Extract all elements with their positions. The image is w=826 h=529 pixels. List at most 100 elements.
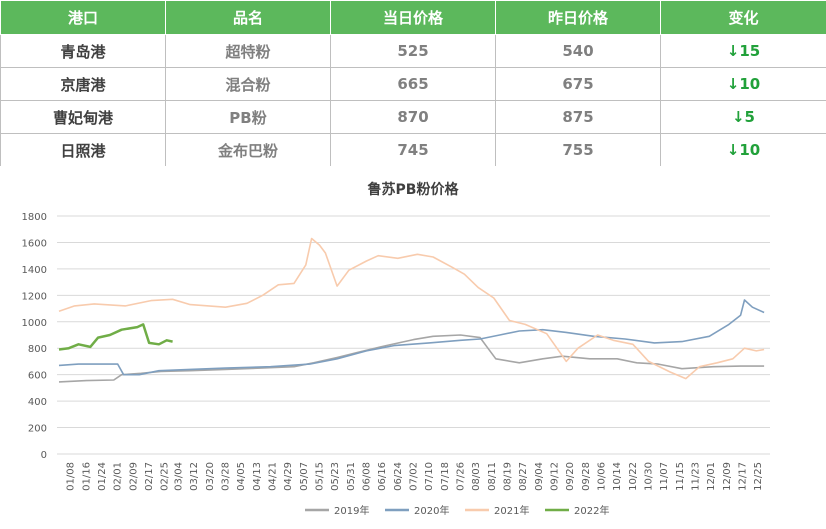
y-tick-label: 1800 [22,212,47,223]
product-cell: 金布巴粉 [165,133,331,167]
legend-label: 2020年 [414,504,449,517]
y-tick-label: 600 [28,371,47,382]
x-tick-label: 01/08 [66,462,77,491]
series-line-3 [58,237,765,380]
yesterday-price-cell: 540 [495,34,661,68]
x-tick-label: 02/09 [128,462,139,491]
port-cell: 京唐港 [0,67,166,101]
x-tick-label: 02/25 [160,462,171,491]
x-tick-label: 04/05 [236,462,247,491]
price-table: 港口 品名 当日价格 昨日价格 变化 青岛港 超特粉 525 540 ↓15 京… [0,0,826,167]
table-row: 京唐港 混合粉 665 675 ↓10 [0,67,826,101]
y-tick-label: 1200 [22,291,47,302]
change-cell: ↓5 [660,100,826,134]
x-tick-label: 08/11 [487,462,498,491]
y-tick-label: 1400 [22,265,47,276]
x-tick-labels: 01/08 01/16 01/24 02/01 02/09 02/17 02/25 03/04… [66,462,765,491]
legend-label: 2019年 [334,504,369,517]
x-tick-label: 03/04 [173,462,184,491]
price-chart: 鲁苏PB粉价格 0 200 400 600 800 1000 1200 1400 1600 180… [0,166,826,529]
chart-title: 鲁苏PB粉价格 [367,181,460,198]
x-tick-label: 01/24 [97,462,108,491]
series-line-2 [58,299,765,376]
x-tick-label: 04/21 [267,462,278,491]
x-tick-label: 12/01 [706,462,717,491]
x-tick-label: 07/26 [456,462,467,491]
x-tick-label: 06/24 [393,462,404,491]
x-tick-label: 05/23 [330,462,341,491]
change-cell: ↓10 [660,133,826,167]
y-tick-label: 1000 [22,318,47,329]
chart-svg: 鲁苏PB粉价格 0 200 400 600 800 1000 1200 1400 1600 180… [0,166,826,529]
header-change: 变化 [660,0,826,35]
y-tick-labels: 0 200 400 600 800 1000 1200 1400 1600 1800 [22,212,47,461]
port-cell: 日照港 [0,133,166,167]
x-tick-label: 03/20 [205,462,216,491]
x-tick-label: 01/16 [81,462,92,491]
x-tick-label: 04/29 [283,462,294,491]
today-price-cell: 745 [330,133,496,167]
header-today-price: 当日价格 [330,0,496,35]
x-tick-label: 07/18 [440,462,451,491]
today-price-cell: 870 [330,100,496,134]
y-tick-label: 1600 [22,238,47,249]
x-tick-label: 08/19 [503,462,514,491]
today-price-cell: 665 [330,67,496,101]
product-cell: 混合粉 [165,67,331,101]
x-tick-label: 11/23 [691,462,702,491]
x-tick-label: 03/12 [189,462,200,491]
x-tick-label: 10/14 [612,462,623,491]
y-tick-label: 400 [28,397,47,408]
yesterday-price-cell: 755 [495,133,661,167]
x-tick-label: 08/03 [471,462,482,491]
x-tick-label: 05/31 [346,462,357,491]
x-tick-label: 04/13 [252,462,263,491]
x-tick-label: 05/07 [299,462,310,491]
change-cell: ↓10 [660,67,826,101]
table-row: 日照港 金布巴粉 745 755 ↓10 [0,133,826,167]
chart-background [0,166,826,529]
x-tick-label: 09/28 [581,462,592,491]
product-cell: 超特粉 [165,34,331,68]
y-tick-label: 0 [41,450,47,461]
x-tick-label: 11/07 [659,462,670,491]
table-row: 曹妃甸港 PB粉 870 875 ↓5 [0,100,826,134]
x-tick-label: 10/06 [597,462,608,491]
header-port: 港口 [0,0,166,35]
series-layer [58,237,765,383]
x-tick-label: 09/12 [550,462,561,491]
x-tick-label: 08/27 [518,462,529,491]
x-tick-label: 09/04 [534,462,545,491]
port-cell: 曹妃甸港 [0,100,166,134]
yesterday-price-cell: 675 [495,67,661,101]
x-tick-label: 06/16 [377,462,388,491]
x-tick-label: 02/01 [113,462,124,491]
header-yesterday-price: 昨日价格 [495,0,661,35]
header-product: 品名 [165,0,331,35]
x-tick-label: 03/28 [220,462,231,491]
change-cell: ↓15 [660,34,826,68]
x-tick-label: 07/02 [409,462,420,491]
table-header-row: 港口 品名 当日价格 昨日价格 变化 [0,0,826,35]
x-tick-label: 07/10 [424,462,435,491]
x-tick-label: 12/25 [753,462,764,491]
series-line-4 [58,323,173,351]
x-tick-label: 11/15 [675,462,686,491]
grid-layer [57,215,770,455]
x-tick-label: 02/17 [144,462,155,491]
yesterday-price-cell: 875 [495,100,661,134]
x-tick-label: 12/09 [722,462,733,491]
x-tick-label: 05/15 [314,462,325,491]
product-cell: PB粉 [165,100,331,134]
port-cell: 青岛港 [0,34,166,68]
table-row: 青岛港 超特粉 525 540 ↓15 [0,34,826,68]
legend-label: 2021年 [494,504,529,517]
y-tick-label: 800 [28,344,47,355]
today-price-cell: 525 [330,34,496,68]
x-tick-label: 10/30 [644,462,655,491]
x-tick-label: 10/22 [628,462,639,491]
x-tick-label: 09/20 [565,462,576,491]
legend-label: 2022年 [574,504,609,517]
y-tick-label: 200 [28,424,47,435]
